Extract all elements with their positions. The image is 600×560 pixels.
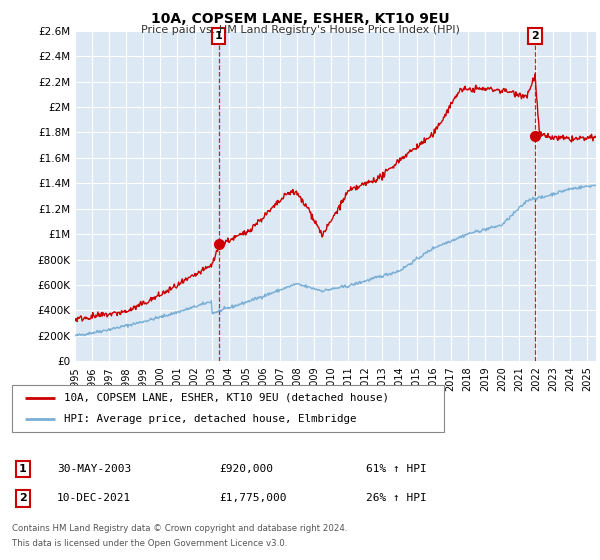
Text: 10A, COPSEM LANE, ESHER, KT10 9EU: 10A, COPSEM LANE, ESHER, KT10 9EU	[151, 12, 449, 26]
Text: 10A, COPSEM LANE, ESHER, KT10 9EU (detached house): 10A, COPSEM LANE, ESHER, KT10 9EU (detac…	[64, 393, 389, 403]
Text: 1: 1	[19, 464, 26, 474]
Text: This data is licensed under the Open Government Licence v3.0.: This data is licensed under the Open Gov…	[12, 539, 287, 548]
Text: 30-MAY-2003: 30-MAY-2003	[57, 464, 131, 474]
Text: HPI: Average price, detached house, Elmbridge: HPI: Average price, detached house, Elmb…	[64, 414, 356, 424]
Text: Contains HM Land Registry data © Crown copyright and database right 2024.: Contains HM Land Registry data © Crown c…	[12, 524, 347, 533]
Text: £920,000: £920,000	[219, 464, 273, 474]
Text: 26% ↑ HPI: 26% ↑ HPI	[366, 493, 427, 503]
Text: Price paid vs. HM Land Registry's House Price Index (HPI): Price paid vs. HM Land Registry's House …	[140, 25, 460, 35]
Text: 61% ↑ HPI: 61% ↑ HPI	[366, 464, 427, 474]
Text: 10-DEC-2021: 10-DEC-2021	[57, 493, 131, 503]
Text: 2: 2	[19, 493, 26, 503]
FancyBboxPatch shape	[12, 385, 444, 432]
Text: 2: 2	[531, 31, 539, 41]
Text: £1,775,000: £1,775,000	[219, 493, 287, 503]
Text: 1: 1	[215, 31, 223, 41]
